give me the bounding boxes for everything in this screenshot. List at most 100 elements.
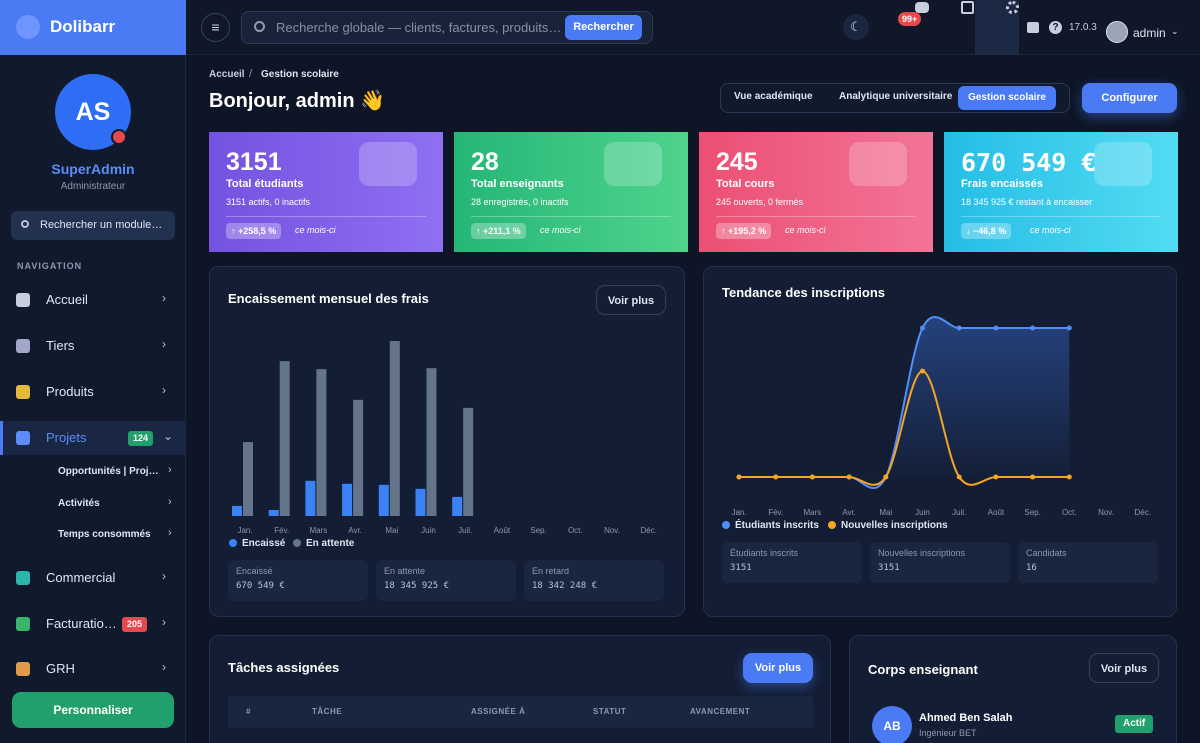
- nav-label: Produits: [46, 384, 94, 399]
- search-button[interactable]: Rechercher: [565, 15, 642, 40]
- stat-value: 3151: [878, 563, 900, 573]
- stat-card: 245 Total cours 245 ouverts, 0 fermés ↑ +19…: [699, 132, 933, 252]
- x-tick-label: Août: [494, 526, 511, 535]
- stat-label: Étudiants inscrits: [730, 548, 799, 558]
- card-divider: [716, 216, 916, 217]
- legend-marker: [828, 521, 836, 529]
- card-value: 28: [471, 148, 499, 176]
- greeting: Bonjour, admin 👋: [209, 90, 386, 112]
- notifications-badge: 99+: [898, 12, 922, 26]
- nav-chevron: ›: [162, 615, 166, 629]
- module-search[interactable]: Rechercher un module…: [11, 211, 175, 240]
- nav-subitem[interactable]: Temps consommés ›: [0, 525, 186, 547]
- card-value: 245: [716, 148, 758, 176]
- card-icon: [849, 142, 907, 186]
- search-placeholder: Recherche globale — clients, factures, p…: [276, 20, 562, 35]
- notifications-icon[interactable]: [915, 2, 929, 13]
- nav-subitem[interactable]: Activités ›: [0, 494, 186, 516]
- brand-name: Dolibarr: [50, 17, 116, 36]
- bar: [463, 407, 474, 516]
- nav-item[interactable]: Produits ›: [0, 375, 186, 409]
- settings-icon[interactable]: [1006, 1, 1019, 14]
- global-search[interactable]: Recherche globale — clients, factures, p…: [241, 11, 653, 44]
- teacher-role: Ingénieur BET: [919, 728, 977, 738]
- x-tick-label: Juin: [421, 526, 436, 535]
- user-name[interactable]: admin: [1133, 26, 1166, 40]
- bar: [279, 361, 290, 516]
- card-icon: [1094, 142, 1152, 186]
- voir-plus-button[interactable]: Voir plus: [743, 653, 813, 683]
- brand-area: Dolibarr: [0, 0, 186, 55]
- point: [736, 474, 742, 480]
- card-divider: [471, 216, 671, 217]
- menu-button[interactable]: ≡: [201, 13, 230, 42]
- point: [846, 474, 852, 480]
- enrollment-panel: Étudiants inscrits 3151 Nouvelles inscript…: [703, 266, 1177, 617]
- breadcrumb[interactable]: Accueil: [209, 69, 245, 80]
- card-divider: [226, 216, 426, 217]
- table-header: # TÂCHE ASSIGNÉE À STATUT AVANCEMENT: [228, 696, 813, 728]
- nav-badge: 124: [128, 431, 154, 446]
- sidebar: AS SuperAdmin Administrateur Rechercher un …: [0, 55, 186, 743]
- view-tab[interactable]: Vue académique: [734, 91, 813, 102]
- nav-icon: [16, 571, 30, 585]
- nav-item[interactable]: Accueil ›: [0, 283, 186, 317]
- stat-card: 28 Total enseignants 28 enregistrés, 0 ina…: [454, 132, 688, 252]
- table-header-cell: #: [246, 707, 251, 716]
- panel-title: Corps enseignant: [868, 662, 978, 677]
- print-icon[interactable]: [1027, 22, 1039, 33]
- nav-sublabel: Opportunités | Proj…: [58, 466, 159, 477]
- view-tabs: Vue académique Analytique universitaire Ge…: [720, 83, 1070, 113]
- profile-role: Administrateur: [60, 181, 126, 192]
- nav-item[interactable]: Tiers ›: [0, 329, 186, 363]
- nav-sublabel: Temps consommés: [58, 529, 151, 540]
- stat-label: Encaissé: [236, 566, 273, 576]
- nav-icon: [16, 385, 30, 399]
- view-tab[interactable]: Gestion scolaire: [958, 86, 1056, 110]
- table-header-cell: ASSIGNÉE À: [471, 707, 526, 716]
- bar: [426, 368, 437, 516]
- line: [738, 370, 1070, 486]
- avatar-badge: [111, 129, 127, 145]
- x-tick-label: Déc.: [640, 526, 656, 535]
- nav-item[interactable]: Projets 124 ⌄: [0, 421, 186, 455]
- nav-section: NAVIGATION: [17, 261, 83, 271]
- nav-chevron: ›: [162, 383, 166, 397]
- voir-plus-button[interactable]: Voir plus: [596, 285, 666, 315]
- version: 17.0.3: [1069, 22, 1097, 33]
- legend-marker: [722, 521, 730, 529]
- user-avatar[interactable]: [1106, 21, 1128, 43]
- chart-title: Tendance des inscriptions: [722, 285, 885, 300]
- point: [1030, 325, 1036, 331]
- point: [993, 474, 999, 480]
- nav-item[interactable]: Commercial ›: [0, 561, 186, 595]
- fees-panel: Voir plus Encaissé 670 549 € En attente 18 3…: [209, 266, 685, 617]
- nav-item[interactable]: GRH ›: [0, 652, 186, 686]
- teacher-name: Ahmed Ben Salah: [919, 712, 1013, 724]
- card-period: ce mois-ci: [295, 225, 336, 235]
- nav-icon: [16, 662, 30, 676]
- chart: Encaissement mensuel des frais Jan. Fév. Ma…: [228, 291, 657, 549]
- x-tick-label: Nov.: [604, 526, 620, 535]
- nav-label: GRH: [46, 661, 75, 676]
- point: [993, 325, 999, 331]
- card-detail: 18 345 925 € restant à encaisser: [961, 197, 1093, 207]
- theme-toggle[interactable]: ☾: [843, 14, 869, 40]
- x-tick-label: Jan.: [237, 526, 252, 535]
- help-icon[interactable]: ?: [1049, 21, 1062, 34]
- voir-plus-button[interactable]: Voir plus: [1089, 653, 1159, 683]
- legend-marker: [229, 539, 237, 547]
- x-tick-label: Juil.: [458, 526, 472, 535]
- nav-subitem[interactable]: Opportunités | Proj… ›: [0, 462, 186, 484]
- nav-item[interactable]: Facturatio… 205 ›: [0, 607, 186, 641]
- stat-card: 3151 Total étudiants 3151 actifs, 0 inacti…: [209, 132, 443, 252]
- customize-button[interactable]: Personnaliser: [12, 692, 174, 728]
- bar: [452, 496, 463, 516]
- calendar-icon[interactable]: [961, 1, 974, 14]
- stat-value: 18 345 925 €: [384, 581, 450, 591]
- card-period: ce mois-ci: [540, 225, 581, 235]
- point: [1030, 474, 1036, 480]
- configure-button[interactable]: Configurer: [1082, 83, 1177, 113]
- view-tab[interactable]: Analytique universitaire: [839, 91, 953, 102]
